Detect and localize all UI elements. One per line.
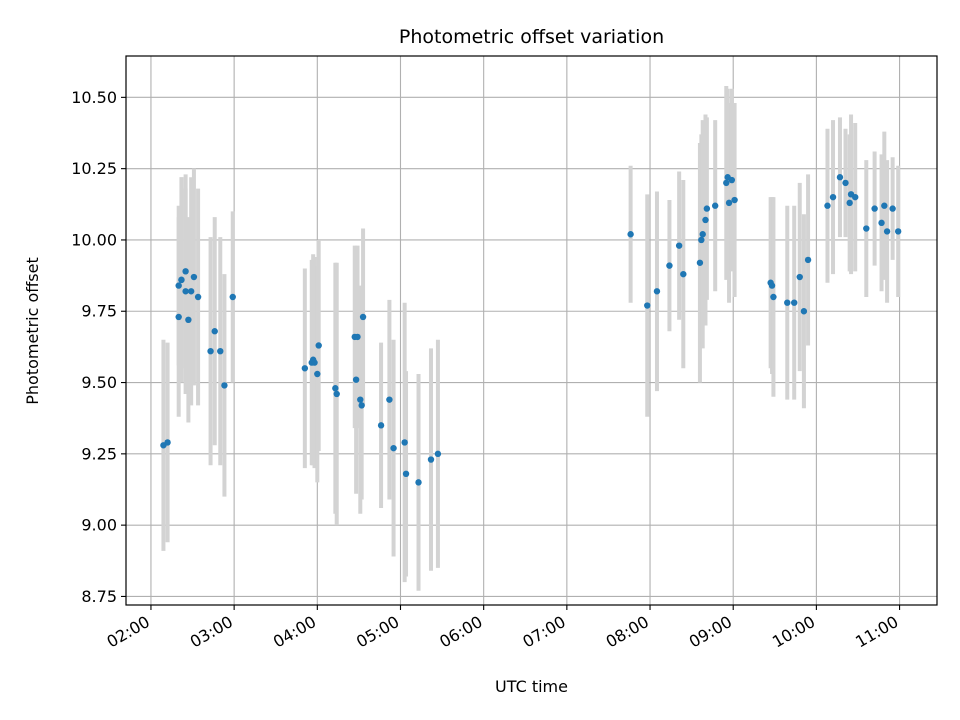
data-point (698, 236, 705, 244)
data-point (434, 450, 442, 458)
data-point (314, 370, 321, 378)
data-point (889, 205, 896, 212)
data-point (784, 299, 791, 306)
x-tick-label: 10:00 (769, 612, 818, 652)
data-point (217, 347, 224, 355)
data-point (211, 328, 218, 335)
data-point (804, 256, 812, 264)
data-point (359, 313, 367, 321)
plot-frame (125, 55, 938, 606)
y-tick-label: 9.25 (81, 444, 117, 463)
chart-title: Photometric offset variation (399, 26, 664, 48)
y-tick-label: 9.50 (81, 373, 117, 392)
x-tick-label: 11:00 (852, 612, 901, 652)
x-axis-ticks: 02:00 03:00 04:00 05:00 06:00 07:00 08:00 09:00… (104, 605, 902, 652)
data-point (800, 308, 808, 315)
data-point (770, 293, 777, 301)
data-point (164, 439, 171, 446)
x-tick-label: 02:00 (104, 612, 153, 652)
data-point (894, 228, 902, 235)
x-axis-title: UTC time (495, 677, 568, 696)
y-tick-label: 10.25 (71, 159, 117, 178)
x-tick-label: 03:00 (187, 612, 236, 652)
data-point (725, 199, 733, 207)
data-point (315, 342, 322, 349)
data-point (675, 242, 683, 249)
data-point (301, 365, 309, 372)
data-point (182, 268, 189, 275)
data-point (358, 402, 365, 409)
data-point (221, 382, 228, 389)
data-point (728, 176, 736, 184)
x-tick-label: 06:00 (436, 612, 485, 652)
data-point (702, 216, 709, 224)
data-point (377, 422, 385, 429)
x-tick-label: 08:00 (603, 612, 652, 652)
data-point (352, 376, 360, 383)
data-point (354, 333, 361, 341)
errorbars (161, 85, 901, 591)
y-tick-label: 9.75 (81, 302, 117, 321)
data-point (829, 193, 837, 201)
data-point (883, 228, 891, 235)
data-point (878, 219, 885, 227)
data-point (207, 347, 214, 355)
data-point (311, 359, 318, 366)
y-axis-title: Photometric offset (23, 257, 42, 405)
data-point (229, 293, 236, 301)
data-point (627, 231, 634, 238)
data-point (185, 316, 192, 324)
data-point (699, 231, 706, 238)
data-point (836, 174, 844, 181)
data-point (401, 439, 408, 446)
data-point (863, 225, 870, 232)
data-point (390, 444, 397, 452)
data-point (357, 396, 364, 403)
data-points (160, 174, 902, 486)
data-point (666, 262, 673, 269)
x-tick-label: 04:00 (270, 612, 319, 652)
data-point (182, 288, 189, 295)
y-tick-label: 8.75 (81, 587, 117, 606)
data-point (723, 179, 730, 187)
data-point (842, 179, 849, 187)
data-point (796, 273, 803, 281)
data-point (871, 205, 878, 212)
data-point (175, 313, 182, 321)
data-point (402, 470, 410, 478)
data-point (644, 302, 651, 309)
data-point (332, 385, 339, 392)
x-tick-label: 07:00 (519, 612, 568, 652)
data-point (415, 479, 422, 486)
data-point (696, 259, 704, 266)
data-point (187, 288, 195, 295)
data-point (768, 282, 776, 289)
data-point (824, 202, 831, 209)
data-point (711, 202, 719, 209)
data-point (731, 196, 738, 204)
data-point (427, 456, 435, 463)
data-point (791, 299, 798, 306)
data-point (190, 273, 198, 281)
data-point (175, 282, 182, 289)
y-tick-label: 10.00 (71, 230, 117, 249)
data-point (680, 270, 687, 278)
y-tick-label: 10.50 (71, 88, 117, 107)
y-tick-label: 9.00 (81, 516, 117, 535)
data-point (703, 205, 711, 212)
x-tick-label: 09:00 (686, 612, 735, 652)
y-axis-ticks: 8.75 9.00 9.25 9.50 9.75 10.00 10.25 10.50 (71, 88, 126, 606)
data-point (881, 202, 888, 209)
data-point (178, 276, 185, 284)
data-point (653, 288, 661, 295)
grid (126, 56, 937, 605)
data-point (846, 199, 853, 207)
data-point (852, 193, 859, 201)
x-tick-label: 05:00 (353, 612, 402, 652)
data-point (194, 293, 202, 301)
data-point (333, 390, 340, 398)
data-point (386, 396, 393, 403)
